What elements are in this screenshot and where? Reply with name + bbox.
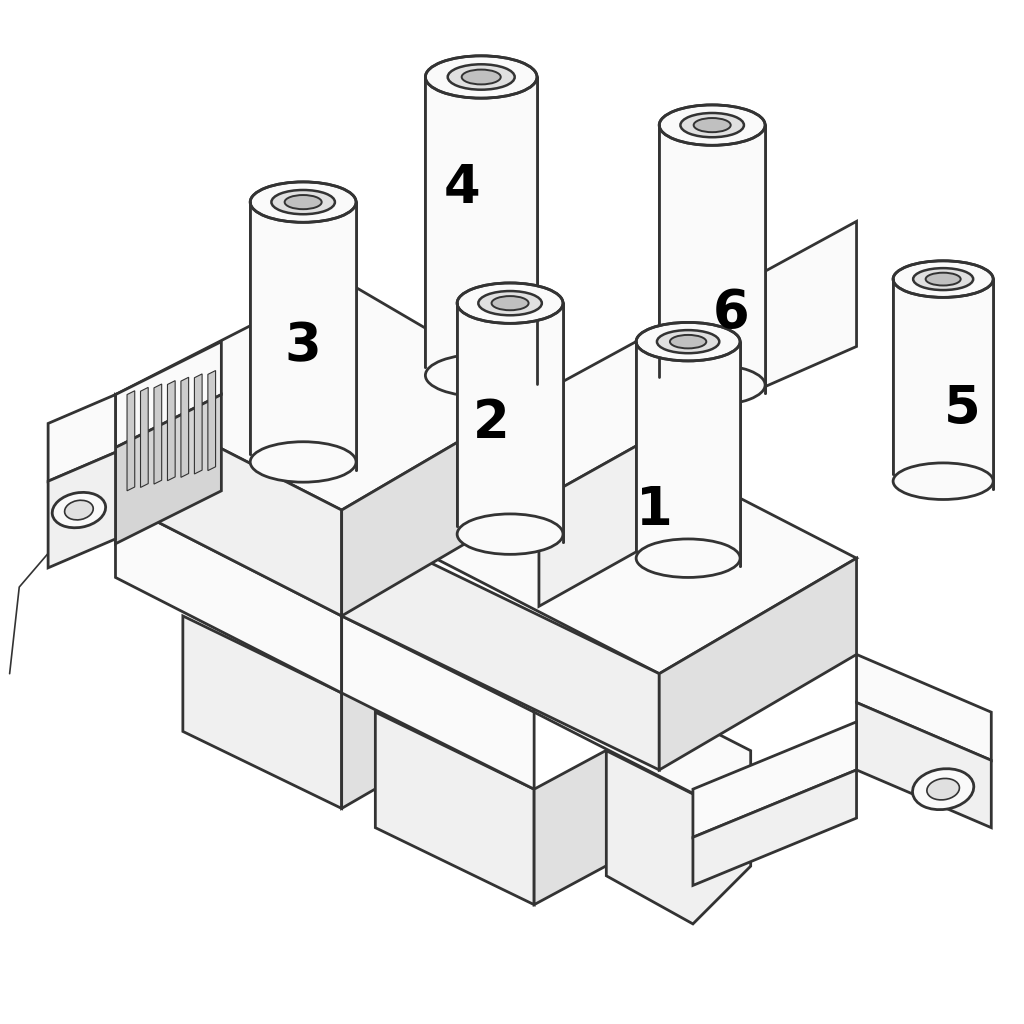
Polygon shape [856, 654, 991, 760]
Ellipse shape [457, 514, 563, 554]
Text: 1: 1 [636, 484, 673, 537]
Polygon shape [208, 371, 216, 471]
Ellipse shape [670, 335, 707, 348]
Ellipse shape [65, 501, 93, 520]
Ellipse shape [250, 441, 356, 482]
Ellipse shape [425, 354, 537, 396]
Ellipse shape [926, 272, 961, 286]
Polygon shape [539, 433, 659, 606]
Ellipse shape [927, 778, 959, 800]
Polygon shape [535, 722, 659, 904]
Polygon shape [140, 387, 148, 487]
Polygon shape [893, 280, 993, 488]
Polygon shape [342, 394, 539, 616]
Polygon shape [154, 384, 162, 484]
Polygon shape [116, 342, 221, 447]
Ellipse shape [425, 56, 537, 98]
Polygon shape [342, 640, 433, 808]
Ellipse shape [250, 182, 356, 222]
Polygon shape [539, 221, 856, 501]
Ellipse shape [659, 365, 765, 406]
Text: 3: 3 [285, 321, 322, 373]
Ellipse shape [457, 283, 563, 324]
Polygon shape [693, 722, 856, 838]
Ellipse shape [893, 463, 993, 500]
Polygon shape [181, 377, 188, 477]
Polygon shape [183, 616, 342, 808]
Ellipse shape [447, 65, 515, 90]
Ellipse shape [285, 195, 322, 209]
Ellipse shape [659, 104, 765, 145]
Polygon shape [342, 520, 659, 770]
Ellipse shape [657, 330, 719, 353]
Ellipse shape [636, 323, 740, 360]
Text: 4: 4 [443, 162, 480, 214]
Polygon shape [636, 342, 740, 566]
Polygon shape [116, 394, 342, 616]
Polygon shape [659, 558, 856, 770]
Polygon shape [116, 394, 221, 544]
Ellipse shape [680, 113, 744, 137]
Polygon shape [116, 501, 342, 693]
Ellipse shape [271, 190, 335, 214]
Ellipse shape [913, 268, 973, 290]
Ellipse shape [893, 261, 993, 297]
Polygon shape [342, 616, 535, 790]
Polygon shape [659, 125, 765, 393]
Ellipse shape [693, 118, 731, 132]
Polygon shape [116, 280, 539, 510]
Polygon shape [376, 712, 535, 904]
Text: 2: 2 [472, 397, 509, 450]
Polygon shape [606, 751, 751, 924]
Ellipse shape [492, 296, 528, 310]
Ellipse shape [52, 493, 105, 527]
Ellipse shape [478, 291, 542, 315]
Polygon shape [535, 640, 751, 823]
Polygon shape [693, 770, 856, 886]
Polygon shape [48, 453, 116, 568]
Polygon shape [195, 374, 202, 474]
Polygon shape [127, 391, 135, 490]
Polygon shape [342, 394, 856, 674]
Text: 6: 6 [713, 287, 750, 339]
Polygon shape [48, 394, 116, 481]
Polygon shape [856, 702, 991, 827]
Ellipse shape [462, 70, 501, 84]
Polygon shape [425, 77, 537, 384]
Polygon shape [250, 202, 356, 470]
Polygon shape [168, 381, 175, 480]
Ellipse shape [912, 769, 974, 810]
Text: 5: 5 [944, 383, 981, 435]
Polygon shape [457, 303, 563, 543]
Ellipse shape [636, 539, 740, 578]
